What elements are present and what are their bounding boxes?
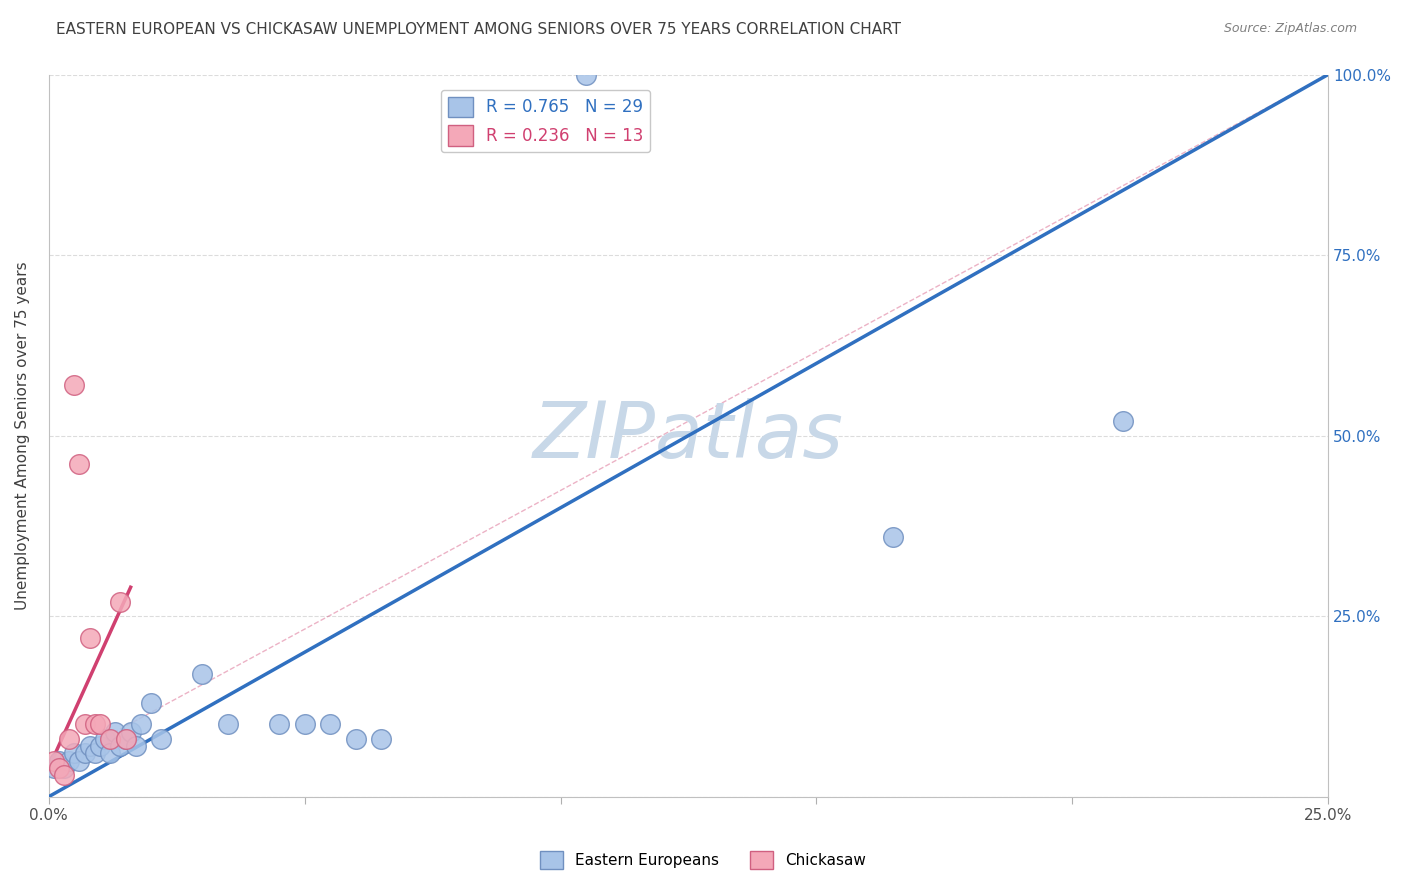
Point (69, 754, 91, 768)
Legend: Eastern Europeans, Chickasaw: Eastern Europeans, Chickasaw (534, 845, 872, 875)
Point (73, 747, 96, 761)
Text: ZIPatlas: ZIPatlas (533, 398, 844, 474)
Point (104, 724, 127, 739)
Point (267, 717, 290, 731)
Point (83, 717, 105, 731)
Text: EASTERN EUROPEAN VS CHICKASAW UNEMPLOYMENT AMONG SENIORS OVER 75 YEARS CORRELATI: EASTERN EUROPEAN VS CHICKASAW UNEMPLOYME… (56, 22, 901, 37)
Point (63, 747, 86, 761)
Point (125, 739, 148, 753)
Point (575, 68, 598, 82)
Point (294, 717, 316, 731)
Point (110, 739, 132, 753)
Point (58, 731, 80, 746)
Point (191, 667, 214, 681)
Text: Source: ZipAtlas.com: Source: ZipAtlas.com (1223, 22, 1357, 36)
Point (63, 378, 86, 392)
Point (882, 530, 904, 544)
Point (344, 731, 367, 746)
Point (83, 747, 105, 761)
Point (114, 731, 136, 746)
Point (89, 739, 111, 753)
Legend: R = 0.765   N = 29, R = 0.236   N = 13: R = 0.765 N = 29, R = 0.236 N = 13 (441, 90, 650, 153)
Point (79, 739, 101, 753)
Point (79, 631, 101, 645)
Y-axis label: Unemployment Among Seniors over 75 years: Unemployment Among Seniors over 75 years (15, 261, 30, 610)
Point (110, 595, 132, 609)
Point (1112, 414, 1135, 428)
Point (48, 761, 70, 775)
Point (120, 724, 142, 739)
Point (98, 747, 121, 761)
Point (73, 717, 96, 731)
Point (150, 731, 173, 746)
Point (69, 458, 91, 472)
Point (98, 731, 121, 746)
Point (89, 717, 111, 731)
Point (53, 761, 76, 775)
Point (53, 768, 76, 782)
Point (58, 754, 80, 768)
Point (114, 731, 136, 746)
Point (370, 731, 392, 746)
Point (217, 717, 239, 731)
Point (139, 696, 162, 710)
Point (42, 754, 65, 768)
Point (319, 717, 342, 731)
Point (94, 731, 117, 746)
Point (48, 754, 70, 768)
Point (42, 761, 65, 775)
Point (129, 717, 152, 731)
